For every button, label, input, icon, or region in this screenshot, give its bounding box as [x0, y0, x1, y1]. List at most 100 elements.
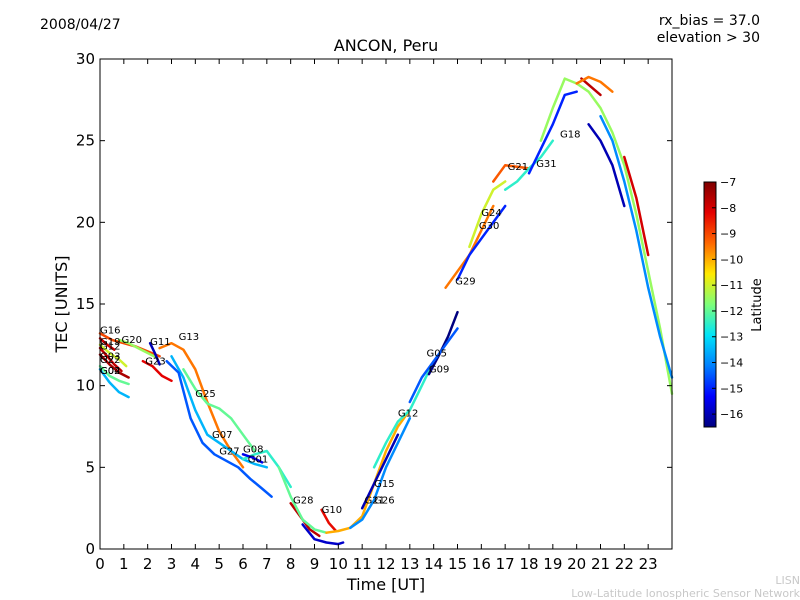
- x-tick-label: 6: [238, 555, 248, 573]
- rx-bias-elevation-label: rx_bias = 37.0 elevation > 30: [657, 13, 760, 47]
- series-g25: [182, 368, 257, 453]
- sat-label-g19: G19: [100, 337, 120, 348]
- sat-label-g13: G13: [179, 332, 199, 343]
- sat-label-g02: G02: [100, 366, 120, 377]
- colorbar-tick-label: −9: [720, 228, 736, 241]
- sat-label-g27: G27: [219, 446, 239, 457]
- series-g06b: [623, 155, 650, 257]
- series-g19: [98, 337, 116, 351]
- sat-label-g11: G11: [150, 337, 170, 348]
- colorbar-ticks: −7 −8 −9 −10 −11 −12 −13 −14 −15 −16: [712, 176, 743, 421]
- x-tick-label: 12: [376, 555, 395, 573]
- colorbar-tick-label: −7: [720, 176, 736, 189]
- y-tick-label: 30: [76, 50, 95, 68]
- x-tick-label: 22: [615, 555, 634, 573]
- colorbar-gradient: [703, 181, 717, 428]
- sat-label-g25: G25: [195, 389, 215, 400]
- colorbar-label: Latitude: [750, 278, 765, 332]
- sat-label-g09: G09: [429, 365, 449, 376]
- series-g28: [289, 502, 321, 538]
- x-tick-label: 14: [424, 555, 443, 573]
- series-g14: [587, 123, 626, 208]
- sat-label-g21: G21: [365, 495, 385, 506]
- sat-label-g07: G07: [212, 430, 232, 441]
- x-axis-label: Time [UT]: [346, 575, 425, 594]
- series-g27: [165, 359, 273, 498]
- colorbar: −7 −8 −9 −10 −11 −12 −13 −14 −15 −16 Latitude: [703, 176, 765, 428]
- series-g23: [141, 359, 173, 383]
- sat-label-g16: G16: [100, 325, 120, 336]
- series-g12: [98, 343, 128, 368]
- sat-label-g15: G15: [374, 479, 394, 490]
- x-tick-label: 17: [496, 555, 515, 573]
- series-g18: [527, 90, 578, 175]
- chart-title: ANCON, Peru: [333, 36, 439, 55]
- x-tick-label: 8: [286, 555, 296, 573]
- colorbar-tick-label: −12: [720, 305, 743, 318]
- series-g15: [360, 433, 400, 510]
- series-g07: [170, 355, 269, 469]
- series-g18b: [539, 77, 674, 396]
- sat-label-g26: G26: [374, 495, 394, 506]
- x-tick-label: 16: [472, 555, 491, 573]
- x-tick-label: 15: [448, 555, 467, 573]
- colorbar-tick-label: −14: [720, 357, 743, 370]
- sat-label-g21: G21: [508, 162, 528, 173]
- sat-label-g03: G03: [100, 352, 120, 363]
- series-g30: [456, 204, 507, 281]
- date-label: 2008/04/27: [40, 17, 121, 33]
- series-g04: [98, 364, 130, 386]
- colorbar-tick-label: −11: [720, 279, 743, 292]
- y-tick-label: 5: [85, 458, 95, 476]
- series-g17: [575, 75, 614, 93]
- x-tick-label: 9: [310, 555, 320, 573]
- sat-label-g23: G23: [145, 356, 165, 367]
- colorbar-tick-label: −10: [720, 253, 743, 266]
- series-g21: [325, 408, 412, 534]
- x-tick-label: 23: [639, 555, 658, 573]
- sat-label-g01: G01: [248, 454, 268, 465]
- y-tick-label: 10: [76, 377, 95, 395]
- series-g02: [98, 368, 130, 399]
- x-tick-label: 1: [119, 555, 129, 573]
- series-g01: [241, 453, 264, 464]
- x-axis: 0 1 2 3 4 5 6 7 8 9 10 11 12 13 14 15 16 17 18 19 20 21 22 23: [95, 59, 658, 573]
- credit-lisn: LISN: [775, 574, 800, 587]
- sat-label-g08: G08: [243, 445, 263, 456]
- x-tick-label: 3: [167, 555, 177, 573]
- series-g10b: [320, 508, 338, 533]
- elevation-label: elevation > 30: [656, 30, 760, 46]
- sat-label-g04: G04: [100, 366, 120, 377]
- y-tick-label: 25: [76, 132, 95, 150]
- sat-label-g12: G12: [100, 342, 120, 353]
- series-g21b: [492, 163, 531, 183]
- series-g03: [98, 346, 123, 373]
- x-tick-label: 7: [262, 555, 272, 573]
- series-g32: [580, 77, 602, 97]
- series-g11: [148, 341, 161, 366]
- series-g28b: [277, 466, 328, 534]
- sat-label-g30: G30: [479, 221, 499, 232]
- x-tick-label: 11: [353, 555, 372, 573]
- x-tick-label: 0: [95, 555, 105, 573]
- sat-label-g31: G31: [536, 159, 556, 170]
- sat-label-g24: G24: [481, 208, 501, 219]
- colorbar-tick-label: −8: [720, 202, 736, 215]
- series-g31: [503, 139, 555, 191]
- credit-network: Low-Latitude Ionospheric Sensor Network: [571, 587, 800, 600]
- sat-label-g22: G22: [100, 355, 120, 366]
- series-g05: [408, 327, 459, 404]
- series-g10: [301, 523, 345, 546]
- sat-label-g10: G10: [322, 505, 342, 516]
- series-g06: [599, 114, 674, 379]
- sat-label-g05: G05: [427, 348, 447, 359]
- series-g26: [349, 417, 412, 530]
- y-tick-label: 0: [85, 540, 95, 558]
- x-tick-label: 13: [400, 555, 419, 573]
- y-tick-label: 15: [76, 295, 95, 313]
- plot-frame: [99, 58, 673, 550]
- x-tick-label: 2: [143, 555, 153, 573]
- x-tick-label: 20: [567, 555, 586, 573]
- x-tick-label: 18: [519, 555, 538, 573]
